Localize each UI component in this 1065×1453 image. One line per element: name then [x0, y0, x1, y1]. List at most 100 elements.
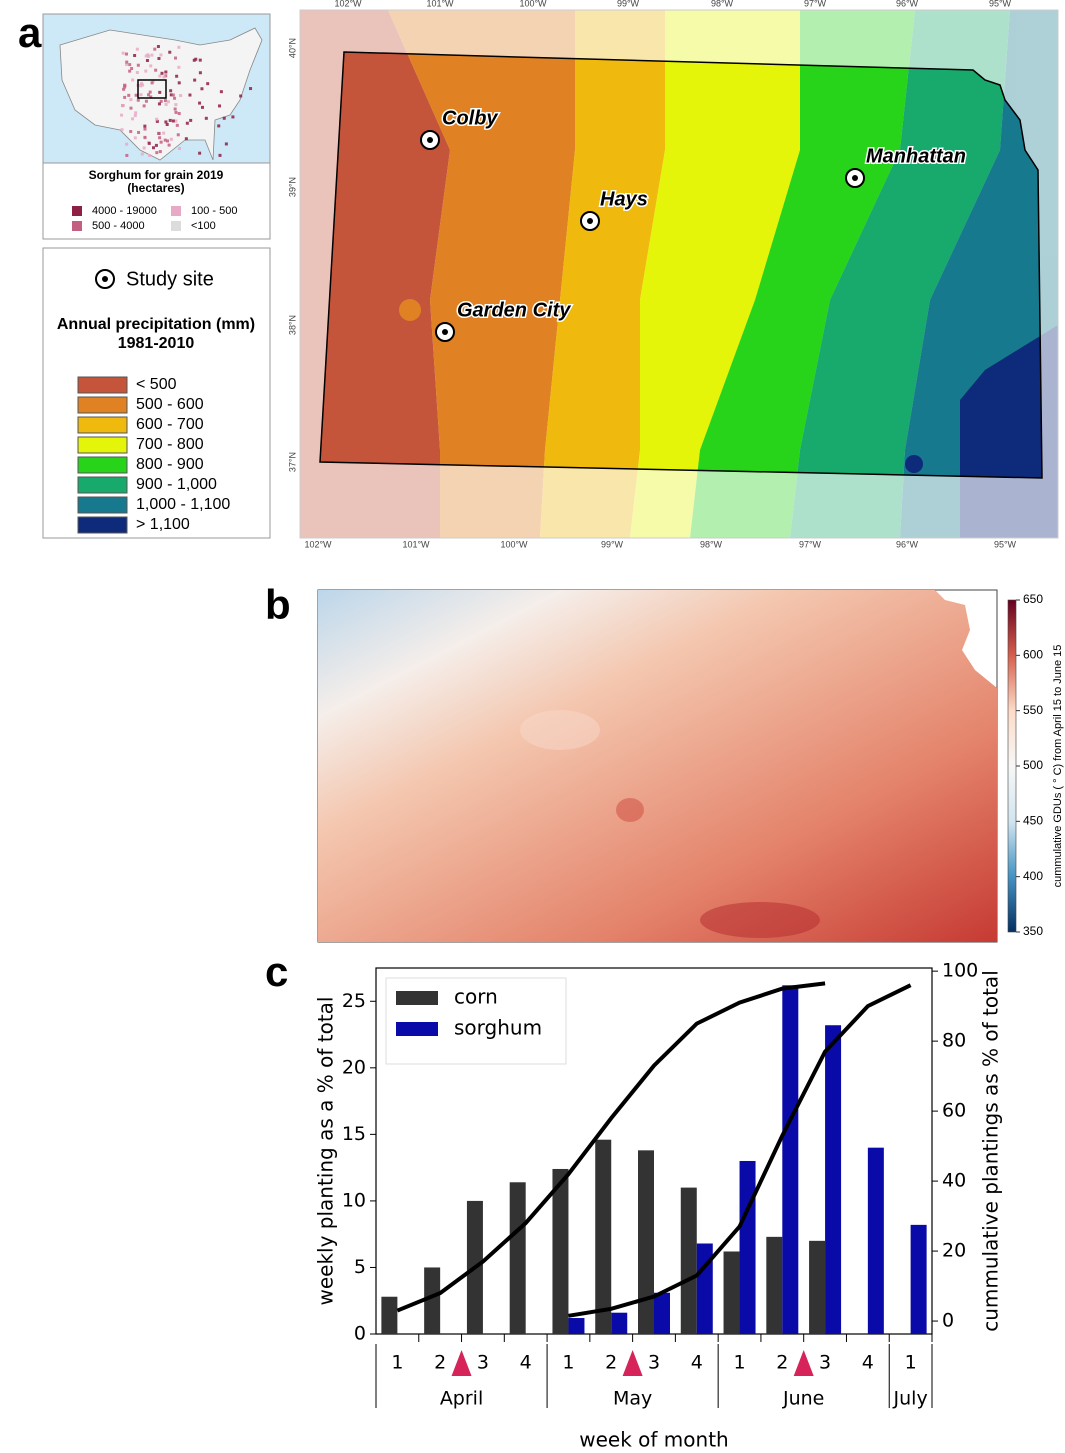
longitude-label: 96°W — [896, 539, 919, 549]
sorghum-area — [149, 95, 153, 99]
sorghum-area — [164, 70, 168, 74]
precip-class-label: 700 - 800 — [136, 436, 204, 453]
precip-class-label: 1,000 - 1,100 — [136, 496, 230, 513]
sorghum-area — [167, 143, 171, 147]
group-label: May — [613, 1388, 652, 1410]
precip-class-label: 500 - 600 — [136, 396, 204, 413]
cumulative-line — [568, 983, 912, 1318]
panel-label: c — [265, 948, 288, 995]
sorghum-area — [184, 137, 188, 141]
sorghum-area — [155, 119, 159, 123]
y2-tick-label: 100 — [942, 960, 978, 982]
longitude-label: 95°W — [994, 539, 1017, 549]
sorghum-area — [162, 75, 166, 79]
latitude-label: 38°N — [287, 315, 297, 335]
sorghum-area — [177, 65, 181, 69]
sorghum-area — [185, 121, 189, 125]
sorghum-area — [120, 128, 124, 132]
sorghum-area — [164, 74, 168, 78]
sorghum-area — [198, 71, 202, 75]
bar — [809, 1240, 826, 1334]
longitude-label: 99°W — [617, 0, 640, 8]
sorghum-area — [158, 150, 162, 154]
group-label: July — [893, 1388, 928, 1410]
sorghum-area — [139, 93, 143, 97]
sorghum-area — [147, 54, 151, 58]
sorghum-area — [175, 123, 179, 127]
legend-swatch — [396, 1022, 438, 1036]
sorghum-area — [139, 84, 143, 88]
y2-tick-label: 40 — [942, 1170, 966, 1192]
sorghum-area — [218, 153, 222, 157]
precip-title: Annual precipitation (mm) — [57, 316, 255, 333]
sorghum-area — [124, 52, 128, 56]
x-tick-label: 2 — [605, 1352, 617, 1374]
sorghum-area — [177, 45, 181, 49]
y2-tick-label: 60 — [942, 1100, 966, 1122]
sorghum-area — [120, 113, 124, 117]
sorghum-area — [163, 99, 167, 103]
planting-marker — [793, 1350, 814, 1376]
sorghum-area — [169, 93, 173, 97]
x-tick-label: 4 — [862, 1352, 874, 1374]
sorghum-area — [147, 141, 151, 145]
sorghum-area — [147, 93, 151, 97]
sorghum-area — [162, 131, 166, 135]
us-outline — [59, 27, 263, 161]
map-frame — [299, 9, 1059, 539]
precip-band — [790, 52, 1010, 478]
site-label: Colby — [442, 107, 498, 129]
sorghum-area — [168, 50, 172, 54]
sorghum-area — [133, 53, 137, 57]
sorghum-area — [134, 111, 138, 115]
kansas-box — [137, 79, 167, 99]
precip-swatch — [77, 516, 128, 534]
sorghum-area — [171, 119, 175, 123]
sorghum-area — [145, 58, 149, 62]
sorghum-area — [133, 136, 137, 140]
sorghum-area — [198, 58, 202, 62]
precip-band — [388, 52, 575, 478]
sorghum-area — [159, 99, 163, 103]
sorghum-area — [154, 143, 158, 147]
sorghum-area — [163, 138, 167, 142]
sorghum-area — [122, 87, 126, 91]
precip-class-label: 600 - 700 — [136, 416, 204, 433]
bar — [723, 1251, 740, 1334]
colorbar-tick-label: 600 — [1023, 648, 1043, 662]
sorghum-area — [144, 54, 148, 58]
sorghum-area — [157, 131, 161, 135]
bar — [552, 1168, 569, 1334]
sorghum-area — [168, 118, 172, 122]
kansas-outline — [319, 51, 1043, 479]
longitude-label: 101°W — [426, 0, 454, 8]
precip-band — [960, 325, 1042, 478]
sorghum-area — [189, 118, 193, 122]
sorghum-area — [151, 79, 155, 83]
sorghum-area — [129, 106, 133, 110]
x-axis-label: week of month — [579, 1428, 728, 1452]
bar — [509, 1182, 526, 1334]
sorghum-area — [123, 83, 127, 87]
sorghum-area — [125, 62, 129, 66]
bar — [654, 1292, 670, 1334]
y-tick-label: 15 — [342, 1123, 366, 1145]
inset-swatch — [72, 206, 82, 216]
bar — [739, 1160, 756, 1334]
inset-title: (hectares) — [127, 181, 184, 195]
legend-swatch — [396, 991, 438, 1005]
sorghum-area — [150, 53, 154, 57]
sorghum-area — [159, 53, 163, 57]
sorghum-area — [174, 56, 178, 60]
sorghum-area — [129, 98, 133, 102]
sorghum-area — [224, 142, 228, 146]
sorghum-area — [135, 47, 139, 51]
x-tick-label: 4 — [691, 1352, 703, 1374]
inset-class-label: 500 - 4000 — [92, 220, 145, 232]
y-tick-label: 10 — [342, 1189, 366, 1211]
colorbar — [1007, 599, 1017, 933]
precip-spot — [399, 299, 421, 321]
sorghum-area — [140, 152, 144, 156]
y-tick-label: 0 — [354, 1323, 366, 1345]
precip-spot — [905, 455, 923, 473]
